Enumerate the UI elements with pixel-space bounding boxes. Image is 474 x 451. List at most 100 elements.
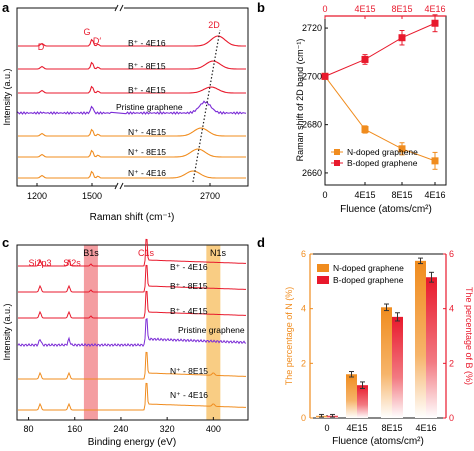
- y-tick-label: 0: [301, 413, 306, 423]
- series-label: B⁺ - 4E15: [128, 85, 166, 95]
- panel-c: 80 160 240 320 400 Binding energy (eV) Intensi…: [2, 238, 249, 448]
- bar: [392, 316, 403, 418]
- series-line-2: [18, 85, 246, 94]
- data-point: [398, 145, 406, 153]
- y-tick-label: 2: [301, 358, 306, 368]
- bar: [415, 260, 426, 418]
- series-label: N⁺ - 4E16: [128, 168, 166, 178]
- b1s-band: [83, 245, 98, 420]
- data-point: [321, 72, 329, 80]
- trend-dotted-line: [192, 29, 221, 183]
- x-tick-label: 240: [113, 424, 128, 434]
- bar: [346, 374, 357, 418]
- data-point: [431, 19, 439, 27]
- peak-label: Si2p3: [28, 258, 51, 268]
- peak-label: N1s: [210, 248, 227, 258]
- series-line-3: [17, 318, 247, 348]
- series-label: B⁺ - 4E16: [128, 38, 166, 48]
- x-axis-label: Fluence (atoms/cm²): [332, 436, 424, 447]
- series-line-4: [18, 351, 246, 380]
- axis-break-mark: [119, 182, 124, 190]
- y-tick-label: 6: [301, 249, 306, 259]
- series-label: B⁺ - 4E15: [170, 306, 208, 316]
- panel-a-frame: [16, 7, 249, 187]
- x-tick-label: 400: [206, 424, 221, 434]
- series-line-2: [18, 290, 246, 319]
- series-line-0: [324, 76, 436, 162]
- legend-label: B-doped graphene: [333, 275, 404, 285]
- series-line-0: [18, 238, 246, 267]
- series-label: B⁺ - 8E15: [170, 281, 208, 291]
- peak-label: D′: [93, 36, 101, 46]
- legend-label: N-doped graphene: [333, 263, 404, 273]
- y-tick-label: 2700: [302, 71, 322, 81]
- panel-letter-b: b: [257, 0, 265, 15]
- series-line-1: [18, 60, 246, 70]
- x-tick-label: 2700: [200, 191, 220, 201]
- series-label: N⁺ - 4E15: [128, 127, 166, 137]
- series-line-6: [18, 170, 246, 179]
- series-label: B⁺ - 4E16: [170, 262, 208, 272]
- panel-letter-c: c: [2, 235, 9, 250]
- x-tick-label: 4E16: [415, 423, 436, 433]
- legend-marker: [334, 160, 340, 166]
- series-label: N⁺ - 8E15: [170, 366, 208, 376]
- top-tick-label: 4E16: [424, 4, 445, 14]
- axis-break-gap: [116, 183, 124, 189]
- top-tick-label: 0: [322, 4, 327, 14]
- axis-break-gap: [116, 5, 124, 11]
- y-axis-label: Intensity (a.u.): [2, 68, 12, 125]
- series-line-3: [17, 100, 247, 115]
- legend-swatch: [317, 276, 329, 284]
- x-tick-label: 320: [160, 424, 175, 434]
- x-axis-label: Binding energy (eV): [88, 437, 176, 448]
- panel-a: 1200 1500 2700 Raman shift (cm⁻¹) Intensity …: [2, 4, 249, 223]
- series-label: Pristine graphene: [116, 102, 183, 112]
- y-axis-label: Intensity (a.u.): [2, 303, 12, 360]
- axis-break-mark: [114, 182, 119, 190]
- axis-break-mark: [114, 4, 119, 12]
- panel-letter-d: d: [257, 235, 265, 250]
- peak-label: Si2s: [63, 258, 81, 268]
- panel-letter-a: a: [2, 0, 10, 15]
- series-label: N⁺ - 8E15: [128, 147, 166, 157]
- y-axis-label: The percentage of N (%): [284, 287, 294, 386]
- y-right-tick-label: 2: [449, 358, 454, 368]
- y-tick-label: 4: [301, 304, 306, 314]
- legend-label: N-doped graphene: [347, 147, 418, 157]
- series-label: B⁺ - 8E15: [128, 61, 166, 71]
- legend-marker: [334, 149, 340, 155]
- x-tick-label: 1500: [82, 191, 102, 201]
- data-point: [398, 34, 406, 42]
- series-line-5: [18, 148, 246, 158]
- bar: [381, 307, 392, 418]
- panel-d: 0 0 2 2 4 4 6 6 0 4E15 8E15 4E16 Fluence (atoms/cm²)…: [284, 249, 474, 447]
- series-line-0: [18, 35, 246, 47]
- bar: [426, 277, 437, 418]
- peak-label: 2D: [208, 20, 220, 30]
- y-tick-label: 2660: [302, 168, 322, 178]
- series-line-4: [18, 127, 246, 137]
- y-right-tick-label: 4: [449, 304, 454, 314]
- data-point: [361, 125, 369, 133]
- panel-b: 2660268027002720004E154E158E158E154E164E…: [295, 4, 447, 215]
- data-point: [431, 157, 439, 165]
- x-tick-label: 80: [24, 424, 34, 434]
- series-line-5: [18, 382, 246, 411]
- series-line-1: [18, 264, 246, 293]
- x-axis-label: Fluence (atoms/cm²): [340, 204, 432, 215]
- peak-label: C1s: [138, 248, 155, 258]
- series-line-1: [324, 22, 436, 77]
- y-right-tick-label: 0: [449, 413, 454, 423]
- data-point: [361, 55, 369, 63]
- x-tick-label: 4E15: [354, 190, 375, 200]
- y-tick-label: 2720: [302, 23, 322, 33]
- y-axis-label: Raman shift of 2D band (cm⁻¹): [295, 39, 305, 162]
- x-tick-label: 4E16: [424, 190, 445, 200]
- series-label: Pristine graphene: [178, 325, 245, 335]
- x-tick-label: 0: [322, 190, 327, 200]
- legend-swatch: [317, 264, 329, 272]
- x-tick-label: 8E15: [381, 423, 402, 433]
- bar: [357, 385, 368, 418]
- x-tick-label: 0: [324, 423, 329, 433]
